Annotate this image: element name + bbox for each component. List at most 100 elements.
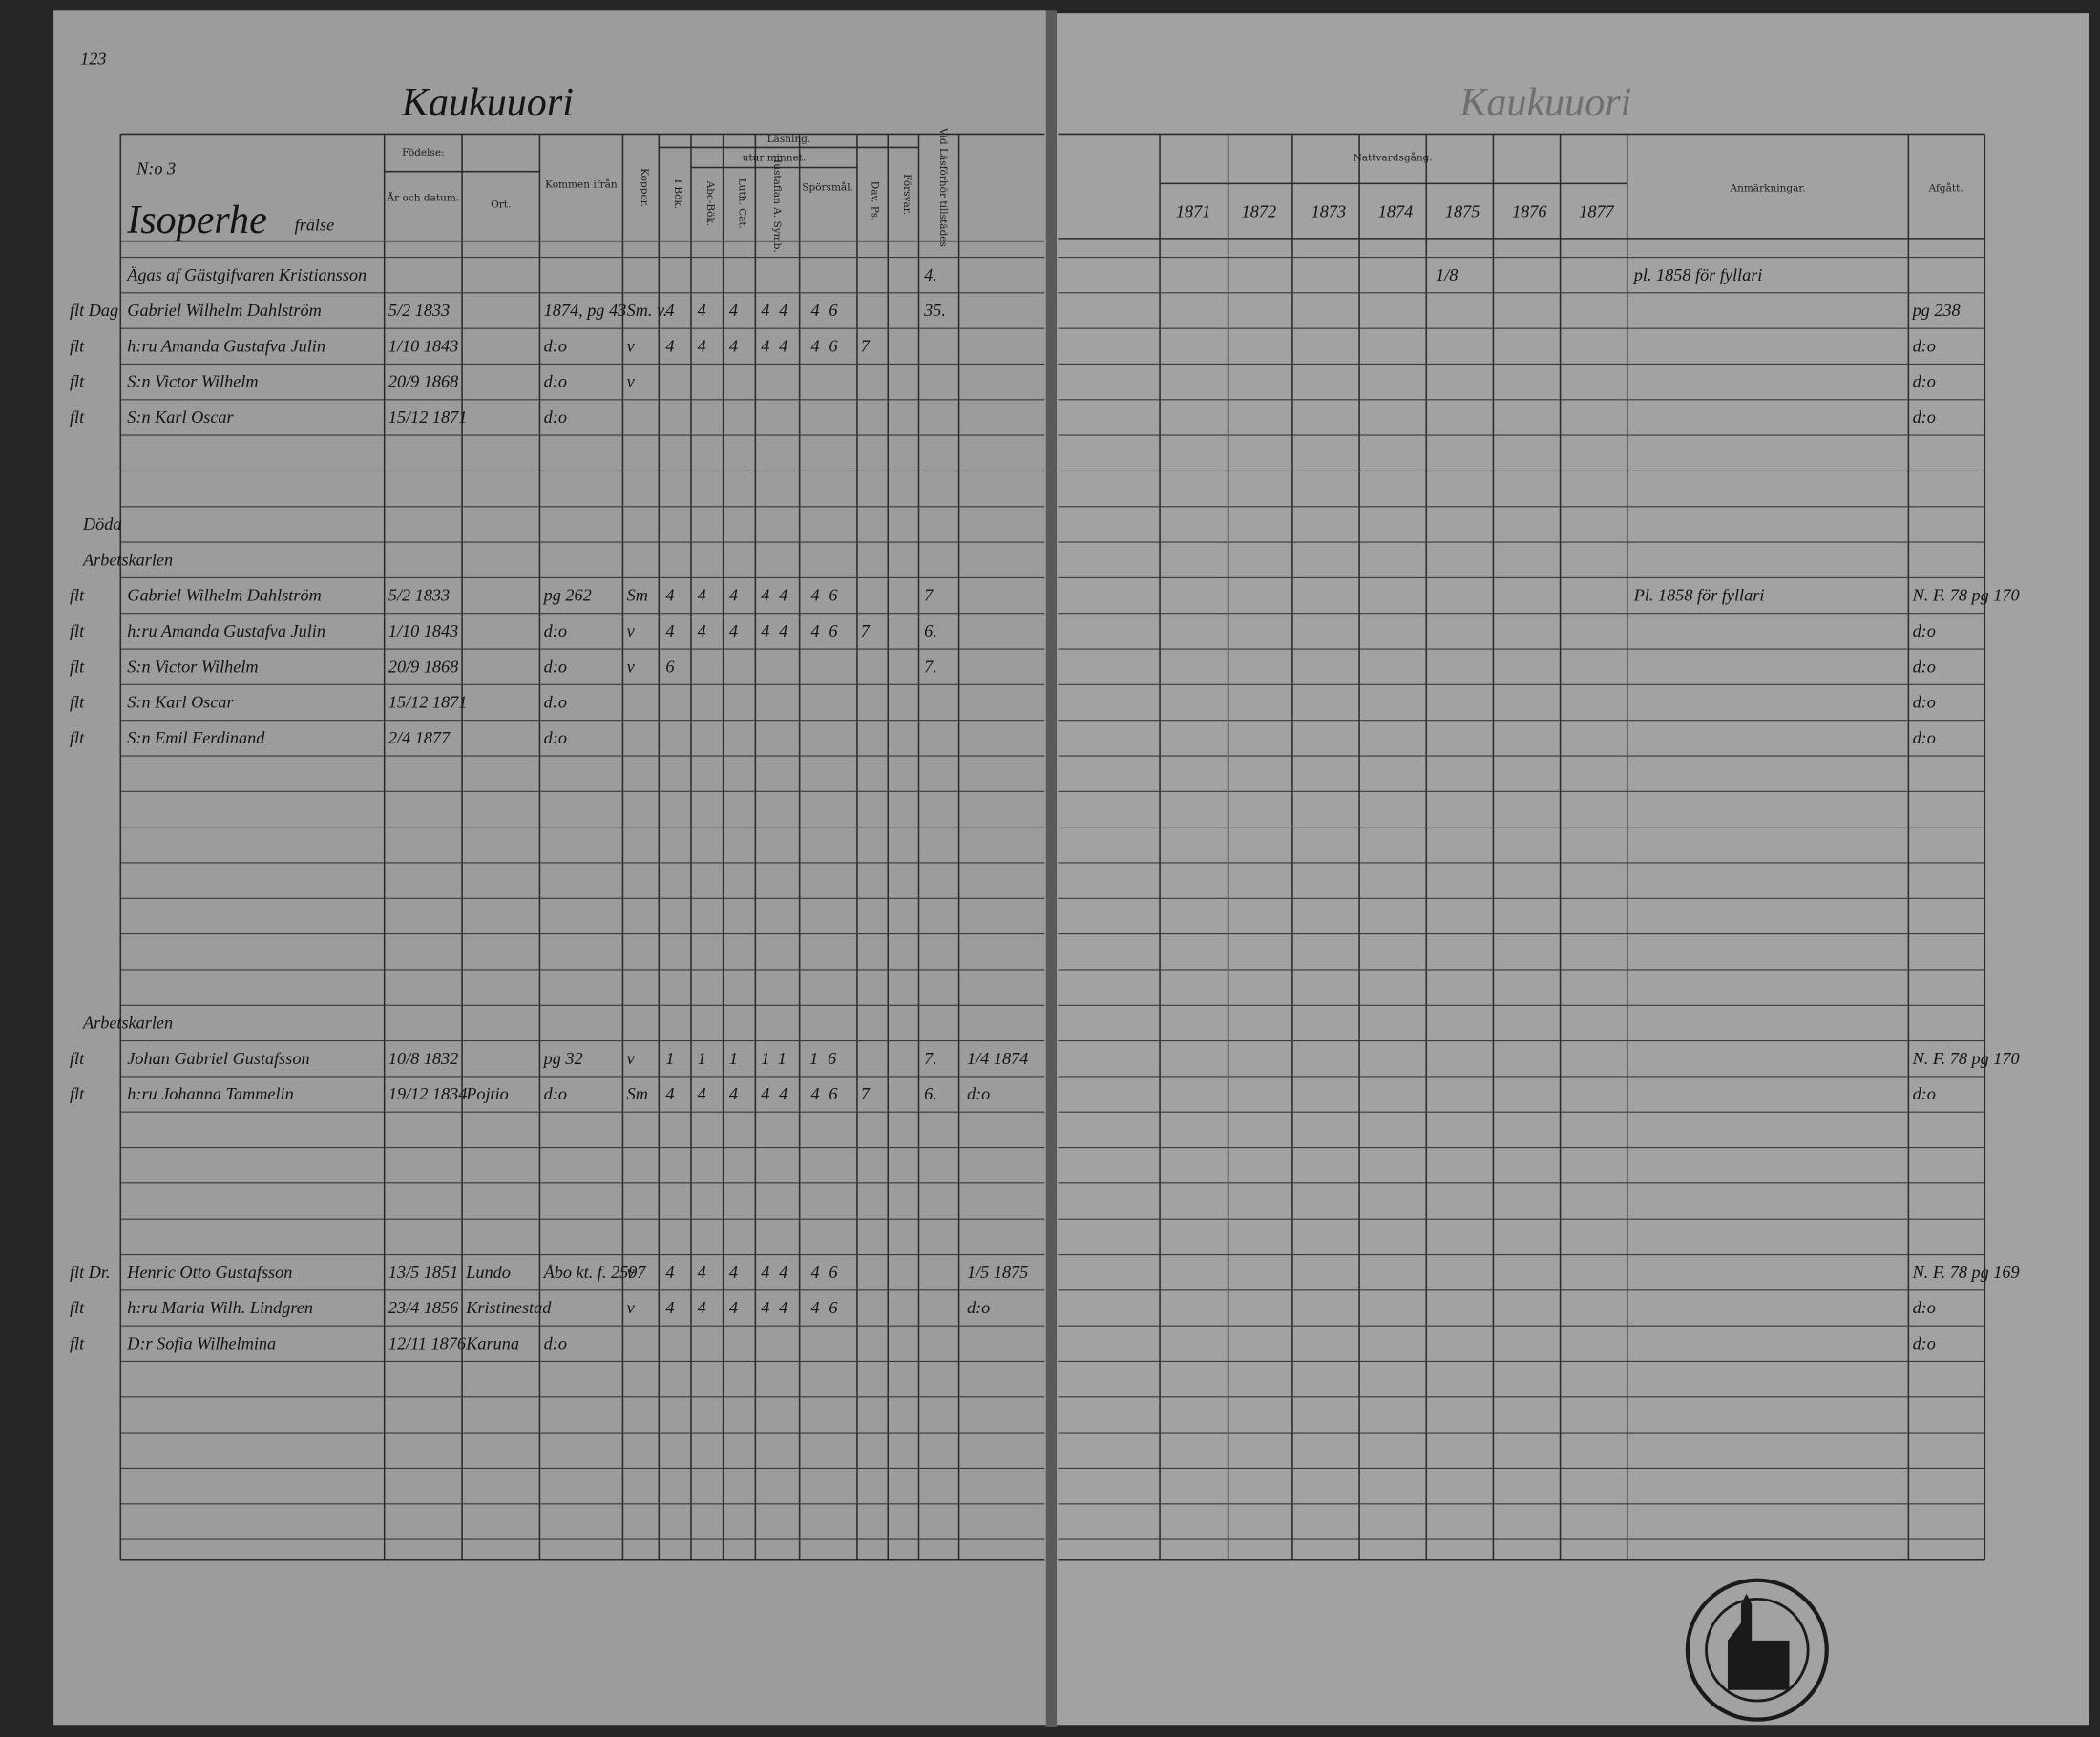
cell-birth: 1/10 1843 [388, 621, 458, 640]
column-header: Läsning. [767, 134, 811, 145]
cell-birth: 15/12 1871 [388, 408, 467, 427]
cell-from: 1874, pg 43 [544, 301, 627, 320]
cell-from: d:o [544, 1084, 567, 1103]
cell-vid: 7 [924, 586, 934, 605]
cell-anm: Pl. 1858 för fyllari [1633, 586, 1765, 605]
column-header: Koppor. [639, 168, 650, 207]
cell-heading: Arbetskarlen [82, 1014, 173, 1033]
cell-prefix: flt [70, 1084, 85, 1103]
cell-prefix: flt [70, 693, 85, 712]
cell-name: h:ru Amanda Gustafva Julin [127, 336, 326, 355]
cell-afgatt: d:o [1913, 621, 1936, 640]
cell-prefix: flt [70, 408, 85, 427]
cell-afgatt: N. F. 78 pg 170 [1912, 586, 2020, 605]
place-title: Kaukuuori [401, 80, 574, 125]
cell-natt: d:o [967, 1084, 990, 1103]
cell-from: d:o [544, 693, 567, 712]
column-header: Spörsmål. [802, 180, 853, 193]
cell-birth: 5/2 1833 [388, 586, 450, 605]
cell-prefix: flt Dr. [70, 1263, 111, 1282]
cell-birth: 23/4 1856 [388, 1298, 459, 1317]
cell-prefix: flt [70, 1049, 85, 1068]
column-header: Abc-Bök. [704, 180, 716, 227]
cell-name: S:n Victor Wilhelm [127, 657, 258, 676]
column-header: Försvar. [901, 174, 913, 215]
column-header: Afgått. [1928, 182, 1964, 195]
cell-kopp: v [627, 336, 636, 355]
column-header: Ort. [491, 199, 511, 211]
cell-kopp: v [627, 1049, 636, 1068]
cell-vid: 7. [924, 657, 937, 676]
column-header: Nattvardsgång. [1354, 151, 1433, 163]
cell-afgatt: d:o [1913, 408, 1936, 427]
cell-natt: 1/4 1874 [967, 1049, 1028, 1068]
year-header: 1871 [1176, 201, 1210, 220]
cell-kopp: v [627, 372, 636, 391]
year-header: 1876 [1512, 201, 1547, 220]
cell-name: Gabriel Wilhelm Dahlström [127, 586, 321, 605]
cell-from: d:o [544, 621, 567, 640]
cell-reading: 4 4 4 44 46 7 [665, 621, 878, 640]
cell-kopp: v [627, 1263, 636, 1282]
column-header: Vid Läsförhör tillstädes [937, 127, 949, 247]
cell-from: pg 262 [542, 586, 592, 605]
cell-prefix: flt [70, 372, 85, 391]
cell-birth: 15/12 1871 [388, 693, 467, 712]
cell-vid: 4. [924, 265, 937, 284]
cell-name: h:ru Maria Wilh. Lindgren [127, 1298, 313, 1317]
cell-reading: 4 4 4 44 46 7 [665, 336, 878, 355]
year-header: 1872 [1242, 201, 1276, 220]
cell-name: S:n Emil Ferdinand [127, 728, 265, 747]
year-header: 1874 [1378, 201, 1413, 220]
cell-place: Karuna [465, 1333, 519, 1352]
cell-afgatt: pg 238 [1911, 301, 1961, 320]
cell-from: d:o [544, 372, 567, 391]
cell-anm: pl. 1858 för fyllari [1632, 265, 1763, 284]
cell-heading: Arbetskarlen [82, 550, 173, 569]
cell-place: Pojtio [465, 1084, 509, 1103]
place-title-faint: Kaukuuori [1459, 80, 1631, 125]
cell-kopp: Sm. v. [627, 301, 668, 320]
cell-name: Gabriel Wilhelm Dahlström [127, 301, 321, 320]
cell-reading: 4 4 4 44 46 7 [665, 1084, 878, 1103]
year-header: 1877 [1579, 201, 1614, 220]
cell-reading: 6 [665, 657, 683, 676]
cell-afgatt: d:o [1913, 693, 1936, 712]
cell-kopp: v [627, 1298, 636, 1317]
column-header: Luth. Cat. [736, 178, 747, 229]
cell-from: d:o [544, 728, 567, 747]
cell-from: d:o [544, 657, 567, 676]
cell-prefix: flt [70, 1333, 85, 1352]
cell-kopp: v [627, 657, 636, 676]
cell-prefix: flt [70, 1298, 85, 1317]
household-number: N:o 3 [136, 159, 176, 178]
cell-prefix: flt Dag [70, 301, 118, 320]
column-header: I Bök. [672, 179, 683, 209]
cell-birth: 20/9 1868 [388, 657, 458, 676]
cell-vid: 6. [924, 1084, 937, 1103]
cell-name: Ägas af Gästgifvaren Kristiansson [126, 265, 367, 284]
cell-from: d:o [544, 336, 567, 355]
column-header: Dav. Ps. [869, 181, 880, 221]
cell-afgatt: d:o [1913, 1298, 1936, 1317]
cell-kopp: Sm [627, 1084, 648, 1103]
cell-reading: 4 4 4 44 46 [665, 301, 847, 320]
stamp [1685, 1578, 1829, 1722]
cell-afgatt: d:o [1913, 657, 1936, 676]
gutter [1045, 10, 1058, 1728]
page-number: 123 [80, 49, 106, 68]
cell-afgatt: d:o [1913, 1333, 1936, 1352]
cell-afgatt: N. F. 78 pg 170 [1912, 1049, 2020, 1068]
cell-natt: 1/5 1875 [967, 1263, 1028, 1282]
cell-natt: d:o [967, 1298, 990, 1317]
cell-prefix: flt [70, 336, 85, 355]
cell-reading: 1 1 1 11 16 [665, 1049, 846, 1068]
cell-place: Kristinestad [465, 1298, 552, 1317]
farm-name: Isoperhe [126, 198, 266, 242]
left-page [53, 10, 1048, 1726]
cell-afgatt: d:o [1913, 336, 1936, 355]
column-header: År och datum. [387, 191, 460, 204]
cell-kopp: Sm [627, 586, 648, 605]
column-header: Födelse: [402, 147, 445, 158]
